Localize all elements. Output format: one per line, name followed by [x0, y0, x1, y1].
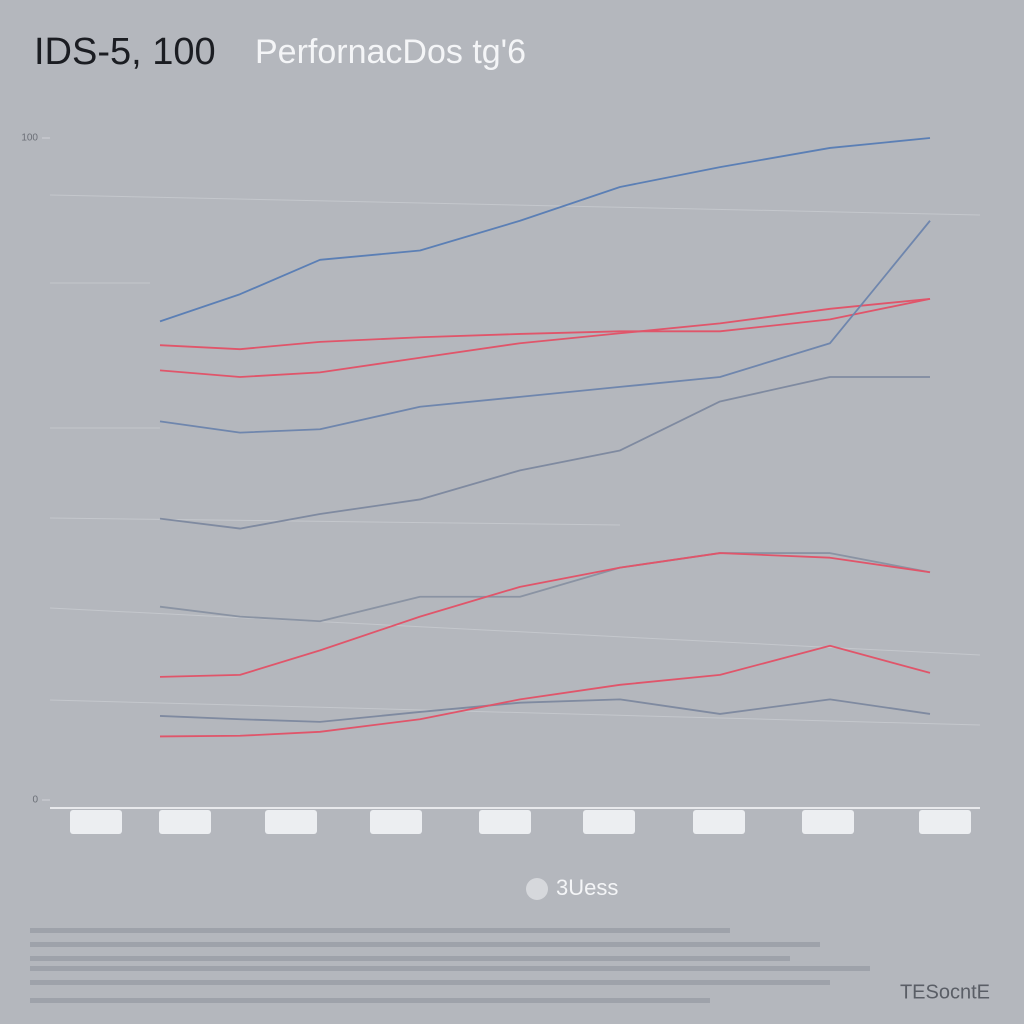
x-tick-tab — [479, 810, 531, 834]
legend-icon — [526, 878, 548, 900]
chart-subtitle: PerfornacDos tg'6 — [255, 33, 526, 71]
series-line — [159, 220, 931, 434]
legend-label: 3Uess — [556, 875, 618, 900]
x-tick-tab — [265, 810, 317, 834]
series-line — [159, 698, 931, 723]
y-tick-label: 0 — [32, 795, 38, 806]
x-tick-tab — [693, 810, 745, 834]
series-line — [159, 552, 931, 623]
x-tick-tab — [159, 810, 211, 834]
series-line — [159, 297, 931, 378]
footer-line — [30, 998, 710, 1003]
series-line — [159, 297, 931, 351]
series-line — [159, 644, 931, 738]
x-tick-tab — [70, 810, 122, 834]
x-tick-tab — [802, 810, 854, 834]
guide — [49, 699, 981, 726]
y-tick-label: 100 — [21, 133, 38, 144]
series-line — [159, 137, 931, 323]
footer-line — [30, 956, 790, 961]
footer-line — [30, 942, 820, 947]
footer-text — [30, 928, 870, 1003]
guide — [49, 194, 981, 216]
x-tick-tab — [583, 810, 635, 834]
footer-line — [30, 966, 870, 971]
series-line — [159, 552, 931, 678]
x-tick-tab — [370, 810, 422, 834]
corner-label: TESocntE — [900, 981, 990, 1003]
footer-line — [30, 980, 830, 985]
chart-title: IDS-5, 100 — [34, 31, 216, 73]
guide — [49, 517, 621, 526]
series-line — [159, 376, 930, 530]
x-tick-tab — [919, 810, 971, 834]
footer-line — [30, 928, 730, 933]
